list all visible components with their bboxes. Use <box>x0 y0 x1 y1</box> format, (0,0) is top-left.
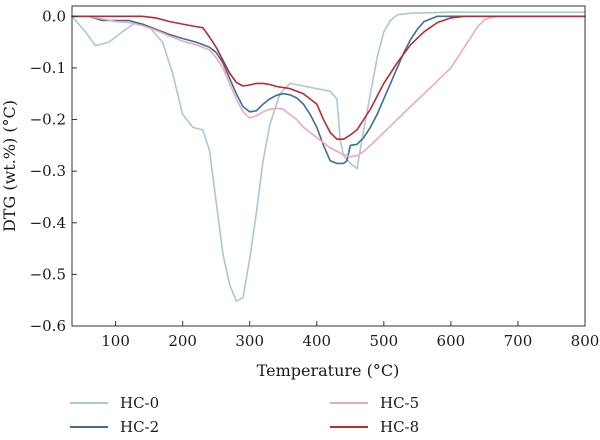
x-tick-label: 400 <box>302 332 331 350</box>
x-tick-label: 500 <box>370 332 399 350</box>
series-line-hc-2 <box>71 15 586 165</box>
x-tick-label: 800 <box>571 332 600 350</box>
legend-label-hc-5: HC-5 <box>380 394 419 412</box>
series-layer <box>71 11 586 302</box>
y-axis-title: DTG (wt.%) (°C) <box>0 100 19 232</box>
y-tick-label: −0.3 <box>30 162 66 180</box>
x-tick-label: 100 <box>101 332 130 350</box>
y-axis: 0.0 −0.1 −0.2 −0.3 −0.4 −0.5 −0.6 <box>30 7 77 335</box>
legend-label-hc-0: HC-0 <box>120 394 159 412</box>
y-tick-label: −0.4 <box>30 214 66 232</box>
y-tick-label: 0.0 <box>42 7 66 25</box>
x-axis-title: Temperature (°C) <box>257 361 400 380</box>
series-line-hc-5 <box>71 15 586 158</box>
x-axis: 100 200 300 400 500 600 700 800 <box>101 321 599 350</box>
y-tick-label: −0.5 <box>30 265 66 283</box>
series-line-hc-8 <box>71 15 586 140</box>
x-tick-label: 700 <box>504 332 533 350</box>
y-tick-label: −0.1 <box>30 59 66 77</box>
legend-label-hc-2: HC-2 <box>120 418 159 436</box>
series-line-hc-0 <box>71 11 586 302</box>
legend-label-hc-8: HC-8 <box>380 418 419 436</box>
y-tick-label: −0.2 <box>30 111 66 129</box>
x-tick-label: 300 <box>235 332 264 350</box>
legend: HC-0 HC-2 HC-5 HC-8 <box>70 394 419 436</box>
x-tick-label: 600 <box>437 332 466 350</box>
plot-frame <box>71 5 586 327</box>
plot-area <box>72 6 585 326</box>
x-tick-label: 200 <box>168 332 197 350</box>
y-tick-label: −0.6 <box>30 317 66 335</box>
